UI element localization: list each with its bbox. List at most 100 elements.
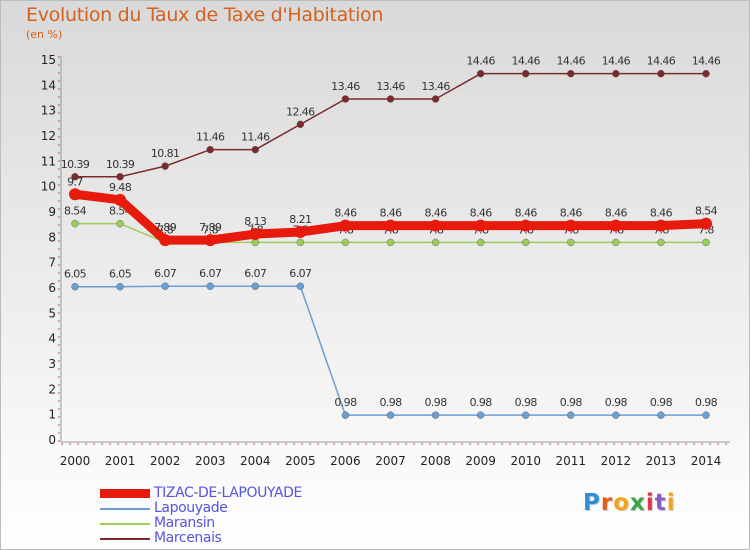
- data-point: [567, 238, 575, 247]
- x-tick-label: 2010: [510, 454, 541, 468]
- y-tick-label: 15: [41, 53, 56, 67]
- y-tick-label: 5: [48, 306, 56, 320]
- logo-letter: i: [645, 490, 655, 516]
- data-label: 0.98: [470, 396, 493, 409]
- data-point: [249, 228, 262, 241]
- x-tick-label: 2005: [285, 454, 316, 468]
- logo-letter: o: [613, 490, 631, 516]
- y-tick-label: 1: [48, 408, 56, 422]
- y-tick-label: 4: [48, 332, 56, 346]
- data-point: [69, 188, 81, 201]
- data-label: 11.46: [241, 131, 270, 144]
- data-label: 7.89: [199, 221, 222, 234]
- data-point: [474, 219, 487, 232]
- x-tick-label: 2000: [60, 454, 91, 468]
- data-label: 8.54: [695, 205, 718, 218]
- y-tick-label: 2: [48, 382, 56, 396]
- data-point: [657, 411, 665, 419]
- data-label: 14.46: [466, 55, 495, 68]
- data-point: [206, 145, 214, 154]
- data-label: 14.46: [602, 55, 631, 68]
- logo-letter: x: [630, 490, 646, 516]
- data-label: 0.98: [425, 396, 448, 409]
- proxiti-logo: Proxiti: [583, 490, 676, 516]
- legend-label: Maransin: [154, 515, 215, 531]
- x-tick-label: 2011: [556, 454, 587, 468]
- data-label: 14.46: [511, 55, 540, 68]
- data-label: 13.46: [421, 80, 450, 93]
- data-point: [296, 282, 305, 290]
- legend-swatch: [100, 538, 150, 540]
- data-point: [341, 411, 350, 419]
- logo-letter: t: [654, 490, 667, 516]
- y-tick-label: 9: [48, 205, 56, 219]
- data-point: [296, 238, 305, 247]
- data-point: [116, 283, 124, 291]
- data-point: [567, 411, 575, 419]
- data-point: [431, 95, 440, 103]
- data-label: 8.54: [64, 205, 87, 218]
- data-point: [522, 238, 530, 247]
- data-point: [251, 282, 259, 290]
- data-point: [206, 282, 214, 290]
- y-tick-label: 11: [41, 154, 56, 168]
- data-label: 8.46: [379, 207, 402, 220]
- legend-swatch: [100, 523, 150, 525]
- data-point: [476, 69, 485, 78]
- data-label: 8.46: [560, 207, 583, 220]
- data-label: 13.46: [331, 80, 360, 93]
- data-point: [657, 238, 665, 247]
- data-label: 8.46: [515, 207, 538, 220]
- data-label: 0.98: [515, 396, 538, 409]
- legend-label: Lapouyade: [154, 500, 228, 516]
- data-label: 6.07: [154, 267, 177, 280]
- x-tick-label: 2013: [646, 454, 677, 468]
- data-point: [609, 219, 622, 232]
- data-point: [702, 69, 710, 78]
- data-point: [522, 411, 530, 419]
- y-tick-label: 3: [48, 357, 56, 371]
- data-label: 7.8: [202, 223, 218, 236]
- data-label: 6.07: [244, 267, 267, 280]
- data-label: 8.46: [470, 207, 493, 220]
- y-tick-label: 8: [48, 230, 56, 244]
- data-point: [339, 219, 352, 232]
- data-label: 10.81: [151, 147, 180, 160]
- data-point: [612, 411, 620, 419]
- data-point: [702, 238, 710, 247]
- data-label: 9.48: [109, 181, 132, 194]
- data-label: 14.46: [692, 55, 721, 68]
- data-point: [116, 219, 124, 228]
- data-point: [476, 411, 485, 419]
- legend-label: Marcenais: [154, 530, 222, 546]
- y-tick-label: 6: [48, 281, 56, 295]
- data-label: 8.46: [425, 207, 448, 220]
- data-label: 10.39: [61, 158, 90, 171]
- legend-swatch: [100, 489, 150, 498]
- data-point: [386, 95, 395, 103]
- data-label: 8.46: [605, 207, 628, 220]
- data-label: 8.46: [650, 207, 673, 220]
- data-point: [114, 193, 127, 206]
- data-point: [296, 120, 305, 129]
- data-point: [612, 238, 620, 247]
- data-label: 8.46: [334, 207, 357, 220]
- chart-unit: (en %): [26, 28, 63, 41]
- data-point: [654, 219, 667, 232]
- x-tick-label: 2001: [105, 454, 136, 468]
- logo-letter: i: [666, 490, 676, 516]
- data-point: [161, 282, 169, 290]
- data-point: [341, 95, 350, 103]
- data-point: [71, 283, 79, 291]
- data-point: [476, 238, 485, 247]
- data-point: [522, 69, 530, 78]
- legend-swatch: [100, 508, 150, 510]
- data-label: 0.98: [560, 396, 583, 409]
- data-point: [116, 173, 124, 181]
- y-tick-label: 7: [48, 256, 56, 270]
- y-tick-label: 12: [41, 129, 56, 143]
- data-point: [519, 219, 532, 232]
- data-point: [71, 173, 79, 181]
- data-label: 8.21: [289, 213, 311, 226]
